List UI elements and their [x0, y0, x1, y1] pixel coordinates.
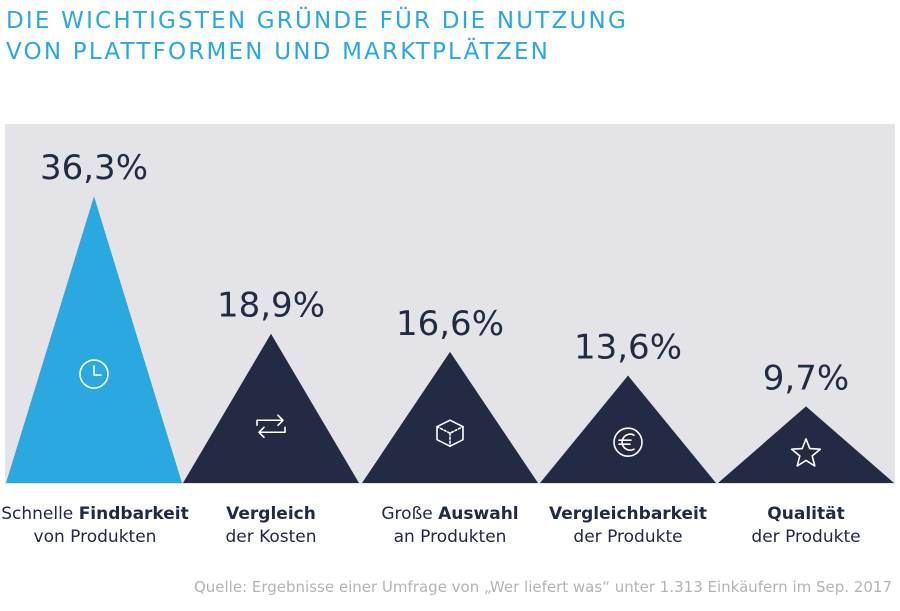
category-label-1-line-1: Schnelle Findbarkeit [0, 503, 190, 526]
triangle-mark-1 [6, 196, 182, 484]
star-icon [790, 438, 822, 467]
category-label-1-bold: Findbarkeit [78, 504, 189, 524]
category-label-3-line-1: Große Auswahl [355, 503, 545, 526]
triangle-mark-2 [183, 333, 359, 483]
cube-icon [436, 419, 464, 447]
value-label-4: 13,6% [574, 328, 682, 368]
chart-title-line-1: Die wichtigsten Gründe für die Nutzung [6, 8, 628, 34]
category-label-4-line-1: Vergleichbarkeit [533, 503, 723, 526]
category-label-1-line-2: von Produkten [33, 527, 157, 547]
chart-title: Die wichtigsten Gründe für die Nutzung v… [6, 6, 628, 68]
category-label-4-bold: Vergleichbarkeit [548, 504, 708, 524]
source-note: Quelle: Ergebnisse einer Umfrage von „We… [193, 578, 892, 596]
category-label-1: Schnelle Findbarkeit von Produkten [0, 503, 190, 549]
category-label-2: Vergleich der Kosten [176, 503, 366, 549]
category-label-2-bold: Vergleich [226, 504, 316, 524]
category-label-4: Vergleichbarkeit der Produkte [533, 503, 723, 549]
value-label-3: 16,6% [396, 304, 504, 344]
category-label-1-pre: Schnelle [1, 504, 79, 524]
category-label-3-bold: Auswahl [438, 504, 519, 524]
chart-title-line-2: von Plattformen und Marktplätzen [6, 39, 551, 65]
triangle-mark-5 [718, 406, 894, 483]
category-label-5-line-2: der Produkte [751, 527, 861, 547]
clock-icon [79, 359, 109, 389]
chart-marks: 36,3% 18,9% 16,6% 13,6% 9,7% [6, 148, 894, 484]
triangle-mark-4 [540, 375, 716, 483]
category-label-5-line-1: Qualität [711, 503, 900, 526]
swap-arrows-icon [256, 414, 286, 439]
category-label-3-pre: Große [381, 504, 439, 524]
category-label-3: Große Auswahl an Produkten [355, 503, 545, 549]
category-label-3-line-2: an Produkten [393, 527, 507, 547]
triangle-mark-3 [362, 351, 538, 483]
euro-icon [613, 427, 643, 457]
value-label-2: 18,9% [217, 286, 325, 326]
category-label-2-line-2: der Kosten [225, 527, 317, 547]
category-label-4-line-2: der Produkte [573, 527, 683, 547]
category-label-2-line-1: Vergleich [176, 503, 366, 526]
category-label-5-bold: Qualität [767, 504, 845, 524]
value-label-1: 36,3% [40, 148, 148, 188]
value-label-5: 9,7% [763, 358, 849, 398]
category-label-5: Qualität der Produkte [711, 503, 900, 549]
